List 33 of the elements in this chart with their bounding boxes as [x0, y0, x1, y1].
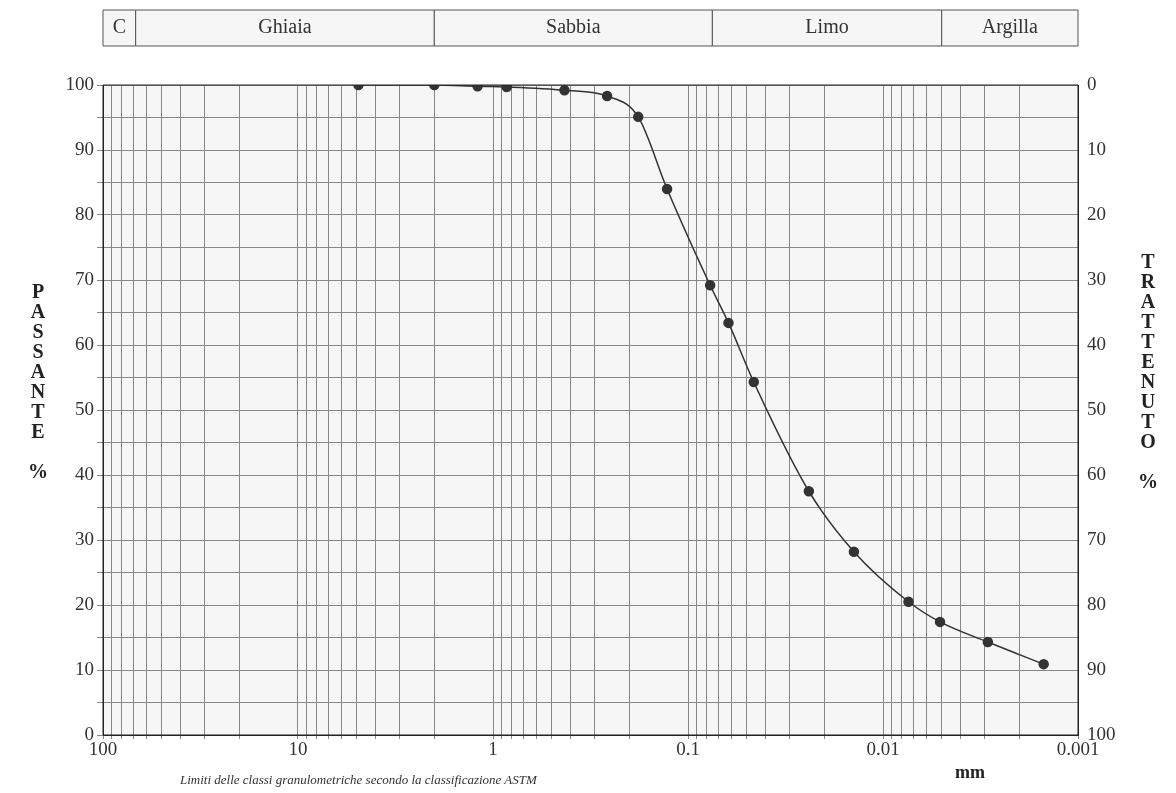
- y-tick-label: 30: [75, 527, 94, 549]
- y2-axis-title: TRATTENUTO %: [1136, 250, 1159, 490]
- y-tick-label: 50: [75, 397, 94, 419]
- y-tick-label: 100: [65, 72, 94, 94]
- y-tick-label: 40: [75, 462, 94, 484]
- y2-tick-label: 0: [1087, 72, 1097, 94]
- y-tick-label: 90: [75, 137, 94, 159]
- text: Limiti delle classi granulometriche secondo la classificazione ASTM: [180, 772, 537, 788]
- band-label: Ghiaia: [258, 15, 312, 38]
- x-tick-label: 0.1: [676, 738, 700, 760]
- y2-tick-label: 40: [1087, 332, 1106, 354]
- y2-tick-label: 20: [1087, 202, 1106, 224]
- y2-tick-label: 50: [1087, 397, 1106, 419]
- band-label: Sabbia: [546, 15, 601, 38]
- y-tick-label: 60: [75, 332, 94, 354]
- band-label: C: [112, 15, 126, 38]
- y2-tick-label: 70: [1087, 527, 1106, 549]
- x-tick-label: 0.01: [866, 738, 900, 760]
- y-axis-title: PASSANTE %: [26, 280, 49, 480]
- y2-tick-label: 30: [1087, 267, 1106, 289]
- x-tick-label: 10: [288, 738, 308, 760]
- band-label: Limo: [805, 15, 849, 38]
- band-label: Argilla: [981, 15, 1039, 39]
- y2-tick-label: 60: [1087, 462, 1106, 484]
- x-tick-label: 1: [488, 738, 498, 760]
- y-tick-label: 80: [75, 202, 94, 224]
- y2-tick-label: 80: [1087, 592, 1106, 614]
- x-axis-title: mm: [955, 762, 985, 783]
- y-tick-label: 10: [75, 657, 94, 679]
- y-tick-label: 20: [75, 592, 94, 614]
- y-tick-label: 70: [75, 267, 94, 289]
- y2-tick-label: 10: [1087, 137, 1106, 159]
- y2-tick-label: 90: [1087, 657, 1106, 679]
